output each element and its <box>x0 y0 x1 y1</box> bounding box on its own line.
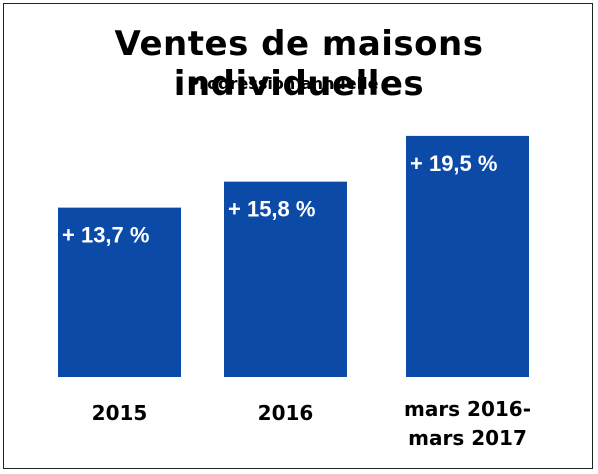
value-label-1: + 15,8 % <box>228 197 315 222</box>
value-label-0: + 13,7 % <box>62 223 149 248</box>
category-label-2-line-0: mars 2016- <box>404 397 531 421</box>
bar-2 <box>406 135 529 377</box>
category-label-1: 2016 <box>258 401 314 425</box>
bar-0 <box>58 207 181 377</box>
category-label-0: 2015 <box>92 401 148 425</box>
chart-title: Ventes de maisons individuelles <box>114 24 484 104</box>
bar-1 <box>224 181 347 377</box>
chart-subtitle: Progression annuelle <box>187 74 379 93</box>
category-label-2-line-1: mars 2017 <box>408 426 527 450</box>
value-label-2: + 19,5 % <box>410 151 497 176</box>
